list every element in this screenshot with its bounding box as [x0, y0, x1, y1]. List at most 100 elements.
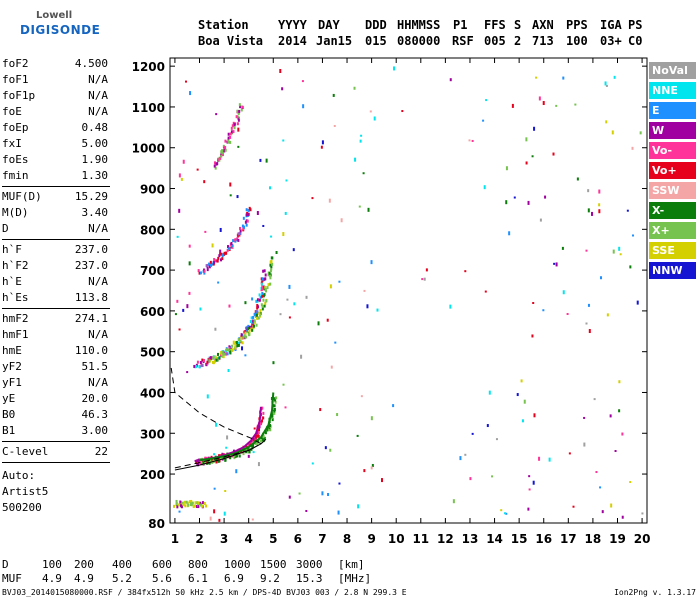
o-trace-point: [236, 237, 239, 241]
param-row-hme: hmE 110.0: [2, 343, 108, 359]
es-trace-point: [196, 501, 199, 505]
param-value: 237.0: [74, 259, 108, 272]
footer-muf-value: 6.9: [224, 572, 244, 585]
param-value: N/A: [88, 376, 108, 389]
echo-point: [282, 139, 285, 142]
legend-vo-swatch: Vo-: [649, 142, 696, 159]
echo-point: [236, 195, 239, 199]
echo-point: [598, 209, 601, 214]
echo-point: [225, 446, 228, 449]
footer-d-value: 1500: [260, 558, 287, 571]
echo-point: [471, 139, 474, 142]
footer-d-label: D: [2, 558, 9, 571]
echo-point: [326, 318, 329, 322]
x-tick-label: 19: [609, 532, 626, 546]
y-tick-label: 500: [140, 346, 165, 360]
x-trace-point: [215, 356, 218, 360]
echo-point: [401, 110, 404, 113]
echo-point: [629, 481, 632, 484]
echo-point: [604, 81, 607, 86]
es-trace-point: [178, 503, 181, 507]
echo-point: [528, 475, 531, 478]
echo-point: [338, 482, 341, 485]
echo-point: [324, 446, 327, 450]
echo-point: [574, 103, 577, 106]
x-trace-point: [262, 434, 265, 438]
echo-point: [370, 416, 373, 421]
echo-point: [359, 139, 362, 143]
o-trace-point: [248, 325, 251, 329]
param-key: M(D): [2, 206, 29, 219]
x-trace-point: [265, 299, 268, 303]
footer-d-value: 1000: [224, 558, 251, 571]
param-row-md: M(D) 3.40: [2, 205, 108, 221]
x-trace-point: [267, 273, 270, 277]
x-trace-point: [235, 340, 238, 344]
echo-point: [327, 492, 330, 496]
echo-point: [224, 490, 227, 493]
x-trace-point: [240, 336, 243, 340]
es-trace-point: [173, 504, 176, 508]
param-value: 22: [94, 445, 108, 458]
param-key: h`E: [2, 275, 22, 288]
y-tick-label: 800: [140, 223, 165, 237]
o-trace-point: [245, 329, 248, 333]
o-trace-point: [216, 259, 219, 263]
y-tick-label: 900: [140, 183, 165, 197]
echo-point: [371, 463, 374, 467]
o-trace-point: [216, 162, 219, 166]
o-trace-point: [238, 103, 241, 107]
o-trace-point: [195, 460, 198, 464]
echo-point: [548, 457, 551, 462]
echo-point: [366, 304, 369, 309]
o-trace-point: [229, 140, 232, 144]
param-key: fmin: [2, 169, 29, 182]
x-trace-point: [234, 342, 237, 346]
x-trace-point: [236, 454, 239, 458]
echo-point: [562, 76, 565, 80]
param-row-he: h`E N/A: [2, 274, 108, 290]
header-value-4: 080000: [397, 34, 441, 48]
x-trace-point: [259, 309, 262, 313]
echo-point: [468, 139, 471, 142]
echo-point: [542, 309, 545, 312]
x-trace-point: [220, 456, 223, 460]
o-trace-point: [240, 108, 243, 112]
o-trace-point: [223, 149, 226, 153]
es-trace-point: [187, 503, 190, 507]
legend-nne-swatch: NNE: [649, 82, 696, 99]
echo-point: [598, 189, 601, 194]
x-trace-point: [262, 294, 265, 298]
echo-point: [600, 276, 603, 280]
x-trace-point: [270, 265, 273, 269]
param-key: hmE: [2, 344, 22, 357]
param-key: C-level: [2, 445, 49, 458]
x-trace-point: [251, 446, 254, 450]
footer-muf-value: 9.2: [260, 572, 280, 585]
o-trace-point: [233, 123, 236, 127]
o-trace-point: [219, 252, 222, 256]
legend-ssw-swatch: SSW: [649, 182, 696, 199]
o-trace-point: [230, 126, 233, 130]
echo-point: [611, 130, 614, 135]
o-trace-point: [240, 333, 243, 337]
x-trace-point: [261, 304, 264, 308]
echo-point: [305, 509, 308, 512]
x-tick-label: 4: [245, 532, 253, 546]
echo-point: [632, 234, 635, 237]
o-trace-point: [241, 224, 244, 228]
x-trace-point: [271, 418, 274, 422]
echo-point: [459, 456, 462, 461]
header-label-5: P1: [453, 18, 468, 32]
echo-point: [561, 246, 564, 250]
es-trace-point: [188, 500, 191, 504]
echo-point: [485, 99, 488, 102]
param-value: 5.00: [81, 137, 109, 150]
x-trace-point: [264, 288, 267, 292]
o-trace-point: [207, 357, 210, 361]
param-value: N/A: [88, 222, 108, 235]
o-trace-point: [203, 271, 206, 275]
echo-point: [495, 438, 498, 441]
param-key: B0: [2, 408, 16, 421]
o-trace-point: [256, 306, 259, 310]
